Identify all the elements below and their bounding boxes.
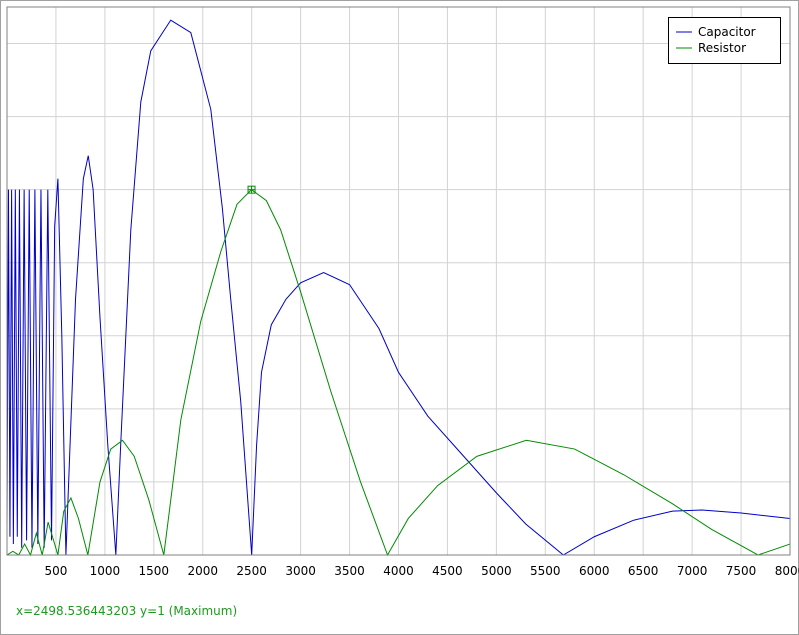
x-tick-label: 4500 — [432, 564, 463, 578]
legend-label: Capacitor — [698, 25, 756, 39]
series-line — [6, 189, 791, 557]
x-tick-label: 2500 — [236, 564, 267, 578]
x-tick-label: 7500 — [726, 564, 757, 578]
x-tick-label: 2000 — [187, 564, 218, 578]
x-tick-label: 1000 — [90, 564, 121, 578]
x-tick-label: 4000 — [383, 564, 414, 578]
x-tick-label: 1500 — [139, 564, 170, 578]
plot-border — [6, 6, 791, 556]
x-tick-label: 7000 — [677, 564, 708, 578]
x-tick-label: 5500 — [530, 564, 561, 578]
x-tick-label: 6000 — [579, 564, 610, 578]
legend-label: Resistor — [698, 41, 746, 55]
x-tick-label: 8000 — [775, 564, 799, 578]
x-tick-label: 3500 — [334, 564, 365, 578]
x-tick-label: 3000 — [285, 564, 316, 578]
legend-box — [668, 17, 781, 64]
status-text: x=2498.536443203 y=1 (Maximum) — [16, 604, 237, 618]
x-tick-label: 5000 — [481, 564, 512, 578]
x-tick-label: 500 — [44, 564, 67, 578]
x-tick-label: 6500 — [628, 564, 659, 578]
